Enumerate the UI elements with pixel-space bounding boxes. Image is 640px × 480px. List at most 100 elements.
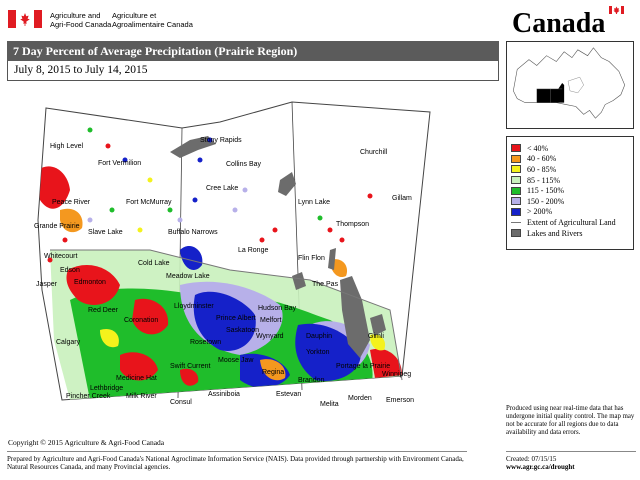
date-range: July 8, 2015 to July 14, 2015 — [7, 61, 499, 81]
department-name-en: Agriculture and Agri-Food Canada — [50, 11, 111, 29]
place-labels: High Level Fort Vermilion Peace River Fo… — [34, 137, 414, 408]
copyright: Copyright © 2015 Agriculture & Agri-Food… — [8, 438, 165, 447]
label-la-ronge: La Ronge — [238, 247, 268, 254]
legend-line-swatch — [511, 221, 521, 223]
precipitation-fields — [38, 166, 402, 400]
label-jasper: Jasper — [36, 281, 58, 288]
website-link[interactable]: www.agr.gc.ca/drought — [506, 463, 575, 472]
legend-item: > 200% — [511, 207, 633, 218]
extent-of-agricultural-land — [50, 249, 403, 381]
header: Agriculture and Agri-Food Canada Agricul… — [0, 0, 640, 40]
label-prince-albert: Prince Albert — [216, 315, 256, 322]
legend-swatch — [511, 207, 521, 216]
station-dots — [47, 127, 373, 263]
wordmark-flag-icon — [609, 6, 624, 14]
label-calgary: Calgary — [56, 339, 81, 346]
legend-label: 40 - 60% — [527, 154, 557, 164]
label-thompson: Thompson — [336, 221, 369, 228]
dept-en-line1: Agriculture and — [50, 11, 101, 20]
label-lloydminster: Lloydminster — [174, 303, 214, 310]
label-meadow-lake: Meadow Lake — [166, 273, 210, 280]
legend-item: 115 - 150% — [511, 185, 633, 196]
legend-label: < 40% — [527, 143, 549, 153]
footer-right: Created: 07/15/15 www.agr.gc.ca/drought — [506, 451, 636, 472]
legend-item: 60 - 85% — [511, 164, 633, 175]
dept-fr-line2: Agroalimentaire Canada — [112, 20, 193, 29]
canada-flag-icon — [8, 10, 42, 28]
label-medicine-hat: Medicine Hat — [116, 375, 157, 382]
dept-fr-line1: Agriculture et — [112, 11, 157, 20]
label-portage: Portage la Prairie — [336, 363, 390, 370]
label-cold-lake: Cold Lake — [138, 260, 170, 267]
legend-label: 150 - 200% — [527, 196, 565, 206]
lakes-and-rivers — [170, 136, 386, 358]
label-grande-prairie: Grande Prairie — [34, 223, 80, 230]
label-hudson-bay: Hudson Bay — [258, 305, 297, 312]
label-slave-lake: Slave Lake — [88, 229, 123, 236]
footer-credits: Prepared by Agriculture and Agri-Food Ca… — [7, 451, 467, 472]
dept-en-line2: Agri-Food Canada — [50, 20, 112, 29]
label-gillam: Gillam — [392, 195, 412, 202]
label-consul: Consul — [170, 399, 192, 406]
label-brandon: Brandon — [298, 377, 325, 384]
label-edmonton: Edmonton — [74, 279, 106, 286]
label-rosetown: Rosetown — [190, 339, 221, 346]
label-churchill: Churchill — [360, 149, 388, 156]
legend-label: 115 - 150% — [527, 186, 565, 196]
label-saskatoon: Saskatoon — [226, 327, 259, 334]
label-wynyard: Wynyard — [256, 333, 284, 340]
label-melita: Melita — [320, 401, 339, 408]
label-winnipeg: Winnipeg — [382, 371, 411, 378]
label-cree-lake: Cree Lake — [206, 185, 238, 192]
legend-swatch — [511, 197, 521, 206]
label-the-pas: The Pas — [312, 281, 339, 288]
legend-swatch — [511, 154, 521, 163]
label-yorkton: Yorkton — [306, 349, 330, 356]
department-name-fr: Agriculture et Agroalimentaire Canada — [112, 11, 193, 29]
legend-item: < 40% — [511, 143, 633, 154]
legend-extent-label: Extent of Agricultural Land — [527, 217, 616, 227]
label-estevan: Estevan — [276, 391, 301, 398]
label-swift-current: Swift Current — [170, 363, 211, 370]
label-coronation: Coronation — [124, 317, 158, 324]
label-edson: Edson — [60, 267, 80, 274]
legend-lakes-label: Lakes and Rivers — [527, 228, 583, 238]
map-title: 7 Day Percent of Average Precipitation (… — [7, 41, 499, 61]
label-moose-jaw: Moose Jaw — [218, 357, 254, 364]
data-quality-note: Produced using near real-time data that … — [506, 405, 635, 436]
label-high-level: High Level — [50, 143, 84, 150]
legend-item: 150 - 200% — [511, 196, 633, 207]
label-flin-flon: Flin Flon — [298, 255, 325, 262]
label-fort-mcmurray: Fort McMurray — [126, 199, 172, 206]
hudson-bay-inset — [567, 76, 584, 94]
label-fort-vermilion: Fort Vermilion — [98, 160, 141, 167]
label-stony-rapids: Stony Rapids — [200, 137, 242, 144]
label-milk-river: Milk River — [126, 393, 157, 400]
legend-lakes-swatch — [511, 229, 521, 238]
label-whitecourt: Whitecourt — [44, 253, 78, 260]
legend-item: 85 - 115% — [511, 175, 633, 186]
legend-swatch — [511, 176, 521, 185]
label-pincher-creek: Pincher Creek — [66, 393, 111, 400]
legend-swatch — [511, 186, 521, 195]
canada-wordmark: Canada — [512, 6, 624, 38]
wordmark-text: Canada — [512, 8, 605, 38]
canada-inset-map — [506, 41, 634, 129]
label-lynn-lake: Lynn Lake — [298, 199, 330, 206]
label-gimli: Gimli — [368, 333, 384, 340]
label-regina: Regina — [262, 369, 284, 376]
legend-swatch — [511, 144, 521, 153]
created-date: Created: 07/15/15 — [506, 455, 557, 463]
label-peace-river: Peace River — [52, 199, 91, 206]
legend-item: 40 - 60% — [511, 154, 633, 165]
label-morden: Morden — [348, 395, 372, 402]
legend-swatch — [511, 165, 521, 174]
label-buffalo-narrows: Buffalo Narrows — [168, 229, 218, 236]
label-emerson: Emerson — [386, 397, 414, 404]
label-lethbridge: Lethbridge — [90, 385, 123, 392]
label-dauphin: Dauphin — [306, 333, 332, 340]
legend-label: 60 - 85% — [527, 164, 557, 174]
label-collins-bay: Collins Bay — [226, 161, 262, 168]
label-melfort: Melfort — [260, 317, 281, 324]
label-assiniboia: Assiniboia — [208, 391, 240, 398]
